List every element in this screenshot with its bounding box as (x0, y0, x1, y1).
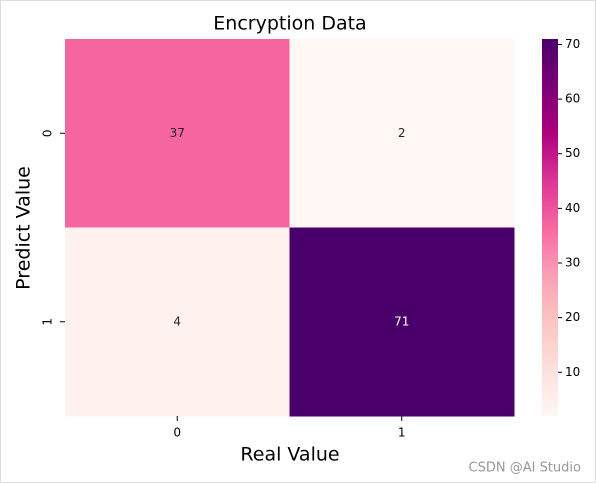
colorbar-tick-label: 20 (565, 310, 580, 324)
chart-title: Encryption Data (213, 13, 366, 35)
cell-label: 2 (398, 126, 406, 140)
heatmap-cell (65, 227, 290, 417)
y-tick-label: 0 (41, 129, 55, 137)
y-axis-label: Predict Value (13, 166, 35, 290)
heatmap-cell (65, 39, 290, 228)
watermark: CSDN @AI Studio (469, 461, 582, 476)
heatmap-cell (289, 39, 515, 228)
x-tick-label: 1 (398, 426, 406, 440)
cell-label: 4 (173, 314, 181, 328)
colorbar (542, 39, 558, 416)
y-tick-label: 1 (41, 318, 55, 326)
colorbar-tick-label: 40 (565, 201, 580, 215)
colorbar-tick-label: 50 (565, 146, 580, 160)
colorbar-tick-label: 10 (565, 365, 580, 379)
colorbar-tick-label: 30 (565, 256, 580, 270)
cell-label: 71 (394, 314, 409, 328)
colorbar-tick-label: 60 (565, 92, 580, 106)
colorbar-tick-label: 70 (565, 37, 580, 51)
x-axis-label: Real Value (240, 444, 339, 466)
cell-label: 37 (170, 126, 185, 140)
heatmap-cell (289, 227, 515, 417)
x-tick-label: 0 (173, 426, 181, 440)
